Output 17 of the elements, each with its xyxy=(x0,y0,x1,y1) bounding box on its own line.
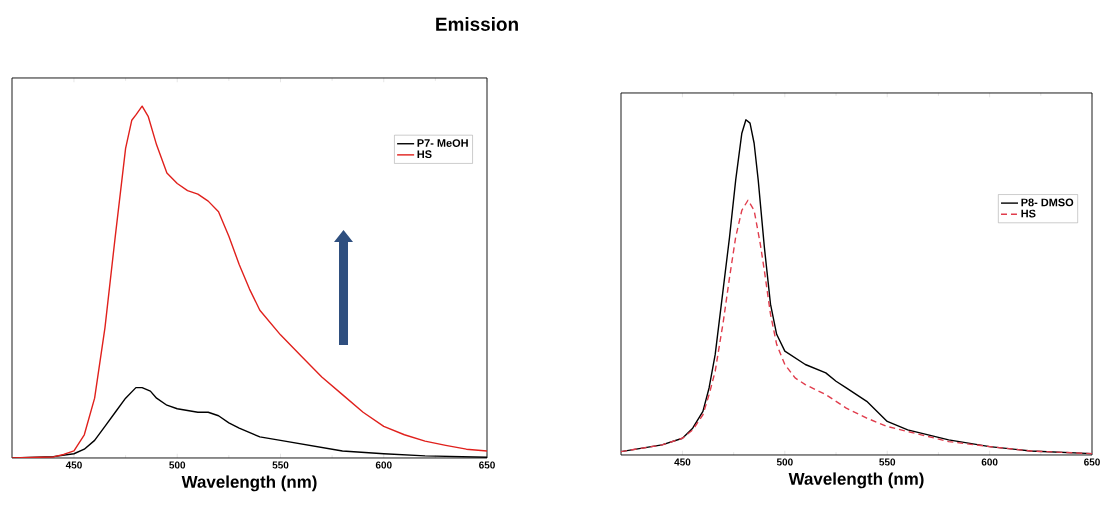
x-tick-label: 450 xyxy=(65,461,82,469)
x-axis-title: Wavelength (nm) xyxy=(788,472,924,489)
legend-label: P7- MeOH xyxy=(417,139,468,147)
x-tick-label: 550 xyxy=(272,461,289,469)
x-tick-label: 600 xyxy=(981,458,998,466)
legend-label: HS xyxy=(1021,209,1036,218)
legend-label: HS xyxy=(417,150,432,159)
x-tick-label: 500 xyxy=(776,458,793,466)
legend-label: P8- DMSO xyxy=(1021,198,1074,207)
x-tick-label: 600 xyxy=(375,461,392,469)
x-axis-title: Wavelength (nm) xyxy=(181,475,317,492)
x-tick-label: 450 xyxy=(674,458,691,466)
x-tick-label: 650 xyxy=(1084,458,1100,466)
x-tick-label: 650 xyxy=(479,461,495,469)
x-tick-label: 500 xyxy=(169,461,186,469)
x-tick-label: 550 xyxy=(879,458,896,466)
chart-title: Emission xyxy=(436,17,518,31)
